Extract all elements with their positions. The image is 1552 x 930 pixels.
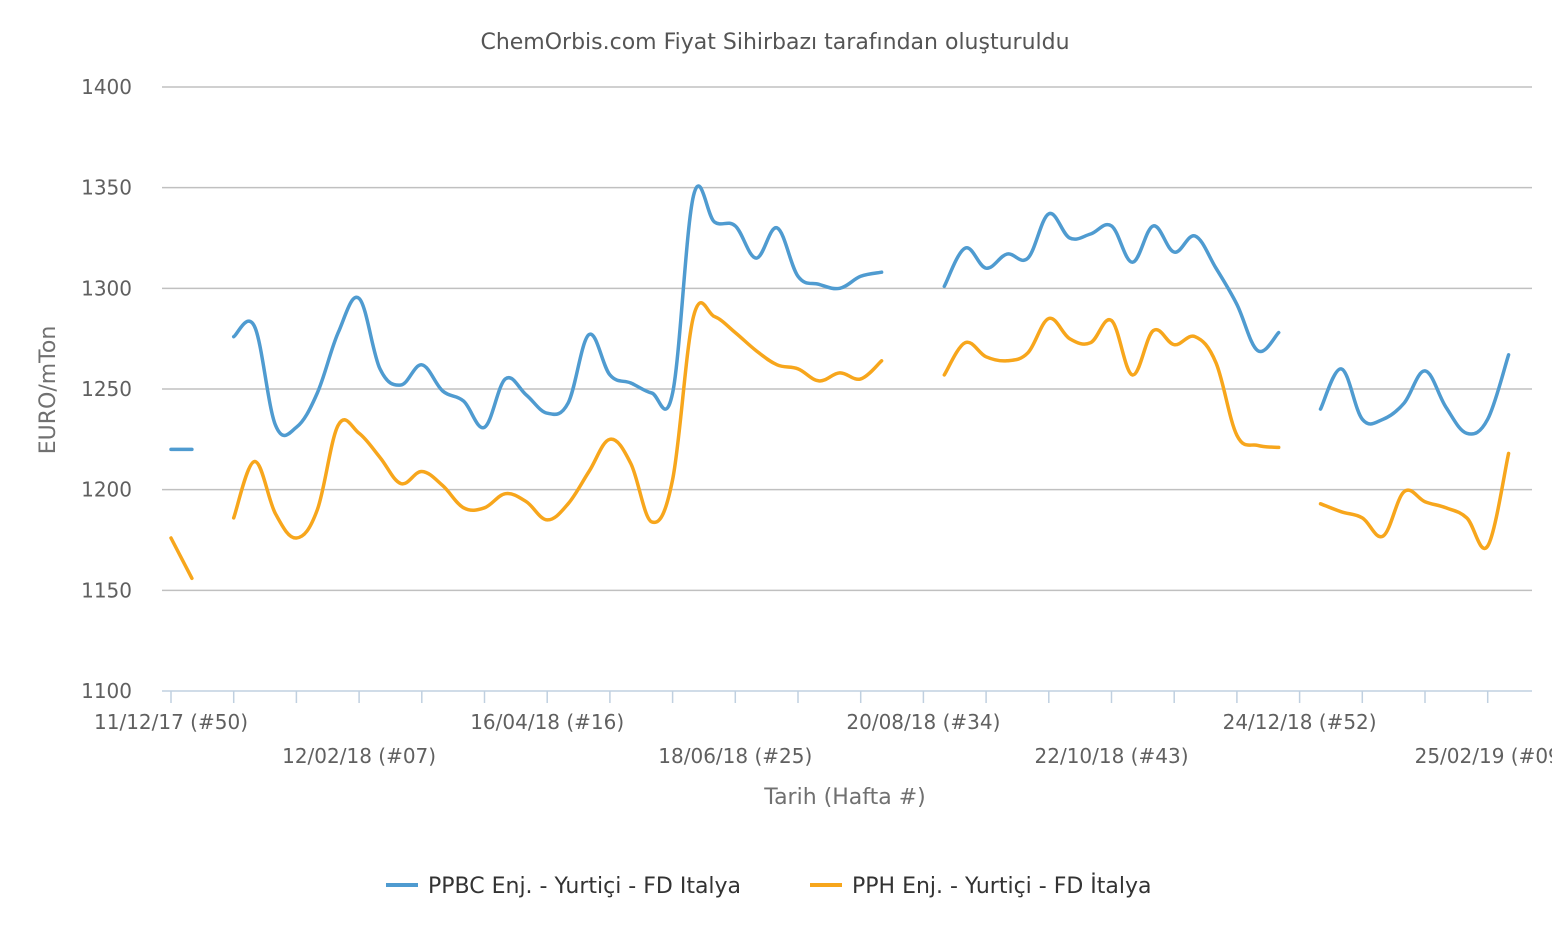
y-tick-label-1300: 1300 bbox=[81, 276, 132, 300]
series-2-line-segment bbox=[231, 301, 884, 540]
x-tick-label: 16/04/18 (#16) bbox=[470, 710, 624, 734]
y-axis-tick-labels: 1100 1150 1200 1250 1300 1350 1400 bbox=[81, 75, 132, 703]
series-1 bbox=[169, 184, 1511, 452]
x-axis-title: Tarih (Hafta #) bbox=[763, 785, 925, 810]
x-tick-label: 18/06/18 (#25) bbox=[658, 744, 812, 768]
y-axis-title: EURO/mTon bbox=[36, 326, 61, 455]
x-tick-label: 20/08/18 (#34) bbox=[846, 710, 1000, 734]
series-1-line-segment bbox=[942, 211, 1281, 354]
series-2-line-segment bbox=[1318, 451, 1511, 551]
y-tick-label-1400: 1400 bbox=[81, 75, 132, 99]
series-lines bbox=[169, 184, 1511, 581]
series-1-line-segment bbox=[1318, 353, 1511, 436]
legend: PPBC Enj. - Yurtiçi - FD Italya PPH Enj. … bbox=[386, 873, 1152, 899]
y-tick-label-1350: 1350 bbox=[81, 176, 132, 200]
y-tick-label-1100: 1100 bbox=[81, 679, 132, 703]
series-1-line-segment bbox=[231, 184, 884, 438]
x-tick-label: 24/12/18 (#52) bbox=[1223, 710, 1377, 734]
series-2-line-segment bbox=[942, 316, 1281, 450]
x-axis: 11/12/17 (#50) 12/02/18 (#07) 16/04/18 (#1… bbox=[94, 690, 1552, 768]
legend-label-1: PPBC Enj. - Yurtiçi - FD Italya bbox=[428, 874, 741, 899]
y-tick-label-1150: 1150 bbox=[81, 578, 132, 602]
x-tick-label: 12/02/18 (#07) bbox=[282, 744, 436, 768]
series-2-line-segment bbox=[169, 536, 194, 581]
gridlines bbox=[162, 86, 1532, 592]
y-tick-label-1200: 1200 bbox=[81, 478, 132, 502]
chart-title: ChemOrbis.com Fiyat Sihirbazı tarafından… bbox=[480, 30, 1069, 55]
x-tick-label: 11/12/17 (#50) bbox=[94, 710, 248, 734]
y-tick-label-1250: 1250 bbox=[81, 377, 132, 401]
x-tick-label: 22/10/18 (#43) bbox=[1035, 744, 1189, 768]
x-tick-label: 25/02/19 (#09 bbox=[1415, 744, 1552, 768]
legend-label-2: PPH Enj. - Yurtiçi - FD İtalya bbox=[852, 873, 1152, 899]
series-2 bbox=[169, 301, 1511, 581]
